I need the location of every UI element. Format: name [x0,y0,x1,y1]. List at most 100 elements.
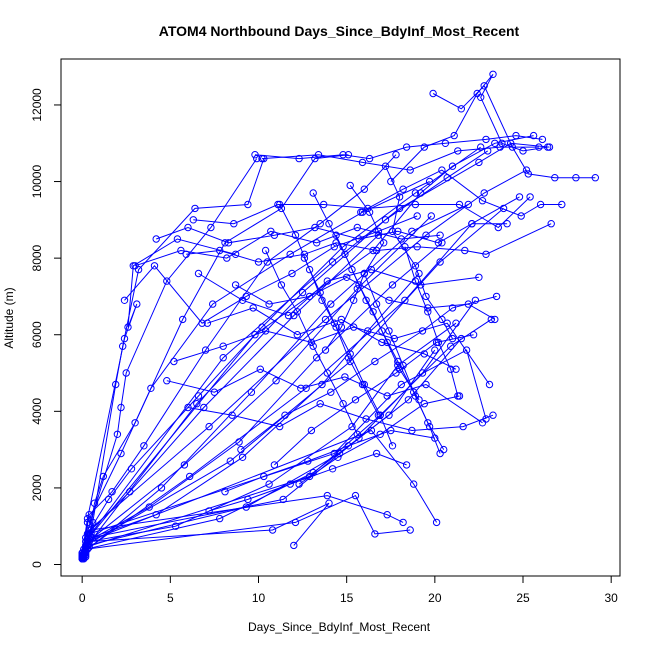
data-point [372,449,381,458]
series-line [385,165,453,339]
data-point [205,507,213,515]
data-point [293,331,301,339]
data-point [346,181,354,190]
data-point [152,235,160,243]
data-point [328,465,337,473]
data-point [320,200,328,209]
data-point [193,400,201,408]
data-point [117,403,125,412]
series-54 [401,243,462,400]
series-14 [80,346,439,561]
series-line [265,250,358,435]
data-point [508,143,517,151]
data-point [249,304,257,312]
data-point [390,334,398,343]
data-point [307,338,316,347]
data-point [376,430,384,438]
data-point [265,300,273,308]
data-point [383,511,391,519]
data-point [277,281,286,289]
data-point [427,212,435,220]
data-point [244,495,252,504]
y-tick-label: 8000 [30,244,44,271]
y-axis: 0 2000 4000 6000 8000 10000 12000 [30,88,62,568]
data-point [180,461,189,469]
data-point [411,200,420,209]
data-point [478,197,487,205]
data-layer [78,70,599,563]
data-point [332,231,340,239]
data-point [498,139,506,148]
series-38 [203,304,460,373]
x-tick-label: 30 [605,591,619,605]
data-point [480,82,488,90]
data-point [526,193,534,201]
data-point [378,338,386,347]
data-point [410,388,418,396]
data-point [432,518,441,527]
data-point [364,204,372,213]
data-point [380,239,388,247]
data-point [406,526,414,534]
series-line [83,135,534,557]
data-point [365,208,374,216]
data-point [591,174,599,182]
data-point [295,154,303,163]
data-point [113,430,122,438]
data-point [297,384,305,392]
data-point [131,262,139,270]
data-point [454,392,462,400]
data-point [147,384,155,392]
data-point [455,200,464,209]
series-39 [170,319,494,389]
series-line [83,204,469,559]
data-point [253,154,261,163]
series-line [81,238,236,554]
data-point [83,514,92,523]
series-42 [120,212,421,327]
data-point [411,277,420,285]
data-point [461,246,469,255]
data-point [272,377,280,385]
data-point [327,388,335,396]
series-7 [82,231,383,557]
series-line [208,452,407,512]
series-line [83,169,527,550]
data-point [357,208,365,216]
series-line [360,169,562,217]
data-point [381,162,390,170]
data-point [411,262,420,270]
data-point [353,430,361,438]
data-point [395,193,404,201]
x-tick-label: 10 [252,591,266,605]
data-point [420,143,428,151]
series-line [85,158,265,557]
data-point [558,200,566,209]
data-point [226,457,235,465]
data-point [413,212,421,220]
data-point [281,411,289,419]
data-point [184,223,192,232]
series-line [81,208,504,557]
data-point [494,223,502,232]
data-point [524,170,532,178]
series-line [87,154,349,550]
data-point [230,220,238,228]
data-point [515,193,524,201]
data-point [489,70,497,79]
data-point [186,472,194,481]
data-point [223,254,231,262]
data-point [184,403,192,412]
data-point [209,300,217,308]
series-line [193,196,531,229]
data-point [367,426,376,435]
data-point [462,346,471,354]
data-point [350,323,358,331]
data-point [112,380,120,389]
series-31 [429,82,599,182]
series-9 [78,204,508,560]
series-0 [80,131,538,561]
data-point [388,442,397,450]
data-point [351,491,360,500]
data-point [408,227,416,236]
